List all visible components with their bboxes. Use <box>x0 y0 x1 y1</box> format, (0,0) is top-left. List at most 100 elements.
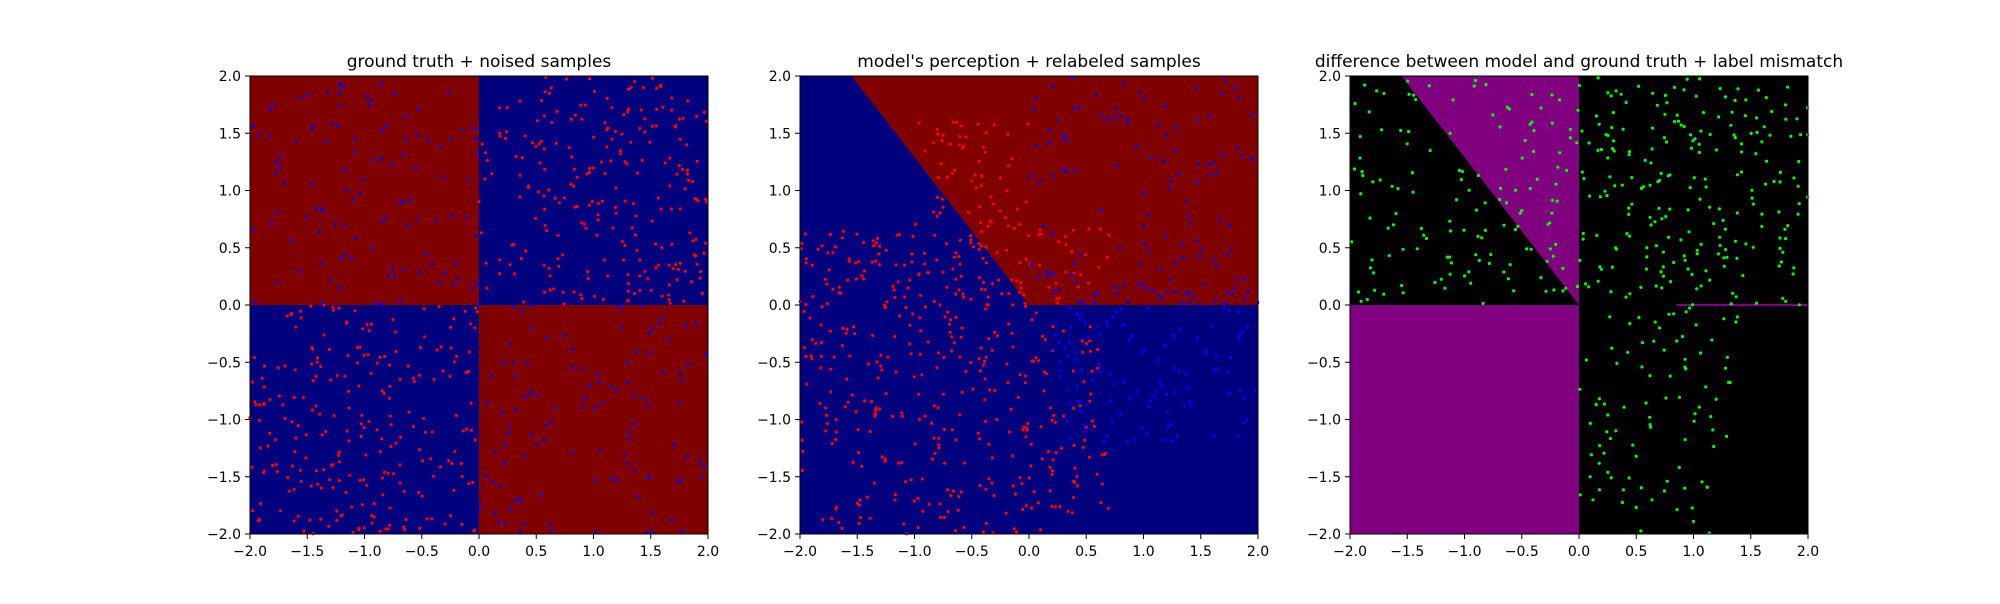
data-point <box>1021 293 1026 297</box>
data-point <box>1733 98 1737 103</box>
data-point <box>534 144 538 148</box>
data-point <box>676 267 680 272</box>
data-point <box>539 99 544 103</box>
data-point <box>623 160 627 164</box>
data-point <box>1173 391 1177 395</box>
data-point <box>1699 351 1703 355</box>
data-point <box>942 515 947 520</box>
data-point <box>800 242 804 246</box>
data-point <box>1116 164 1120 168</box>
data-point <box>1795 117 1799 121</box>
data-point <box>1045 270 1049 274</box>
data-point <box>1236 435 1240 439</box>
x-tick-label: 1.5 <box>640 544 662 560</box>
data-point <box>1739 150 1744 154</box>
data-point <box>978 369 983 373</box>
data-point <box>1514 188 1518 192</box>
data-point <box>917 121 921 125</box>
data-point <box>971 245 976 249</box>
data-point <box>1178 327 1182 331</box>
data-point <box>1672 260 1676 265</box>
data-point <box>639 303 644 307</box>
data-point <box>1612 139 1616 143</box>
data-point <box>954 438 958 442</box>
data-point <box>1359 299 1363 303</box>
data-point <box>675 172 679 176</box>
data-point <box>619 307 624 311</box>
data-point <box>367 329 371 333</box>
data-point <box>654 124 659 128</box>
data-point <box>1159 267 1163 271</box>
data-point <box>518 173 522 177</box>
region-red-4 <box>479 305 708 534</box>
data-point <box>1222 305 1226 309</box>
data-point <box>667 283 671 287</box>
data-point <box>375 361 379 365</box>
data-point <box>473 438 477 442</box>
data-point <box>1604 133 1608 137</box>
data-point <box>871 333 875 337</box>
x-tick-label: 0.0 <box>1568 544 1590 560</box>
data-point <box>258 502 263 506</box>
data-point <box>1663 93 1668 97</box>
data-point <box>1195 180 1200 184</box>
data-point <box>694 237 698 241</box>
data-point <box>1725 434 1729 438</box>
data-point <box>542 194 546 198</box>
data-point <box>811 295 815 299</box>
data-point <box>800 420 804 424</box>
data-point <box>1732 133 1736 137</box>
data-point <box>667 338 671 342</box>
data-point <box>1662 348 1666 352</box>
data-point <box>1356 290 1361 294</box>
data-point <box>650 76 655 80</box>
data-point <box>1778 246 1782 250</box>
data-point <box>863 399 867 403</box>
data-point <box>986 224 990 228</box>
data-point <box>1062 346 1066 350</box>
data-point <box>1443 286 1447 290</box>
data-point <box>299 316 303 320</box>
data-point <box>1072 261 1076 265</box>
data-point <box>916 496 920 500</box>
data-point <box>548 274 552 278</box>
data-point <box>833 245 837 249</box>
data-point <box>984 521 989 525</box>
data-point <box>699 270 703 274</box>
data-point <box>1128 397 1132 401</box>
data-point <box>1165 410 1170 414</box>
data-point <box>1028 174 1032 178</box>
data-point <box>1525 247 1529 251</box>
data-point <box>262 401 266 406</box>
data-point <box>847 257 851 261</box>
data-point <box>1460 169 1464 174</box>
data-point <box>1021 507 1025 511</box>
data-point <box>552 287 556 291</box>
data-point <box>1424 236 1429 241</box>
data-point <box>689 280 694 284</box>
data-point <box>448 374 452 378</box>
data-point <box>1170 439 1174 443</box>
data-point <box>701 464 705 468</box>
data-point <box>545 229 549 233</box>
data-point <box>1792 176 1796 180</box>
data-point <box>805 382 809 386</box>
data-point <box>278 509 282 513</box>
data-point <box>808 316 812 320</box>
chart-panel-2: −2.0−2.0−1.5−1.5−1.0−1.0−0.5−0.50.00.00.… <box>757 52 1269 560</box>
data-point <box>629 140 633 144</box>
data-point <box>1238 332 1242 336</box>
data-point <box>511 305 515 309</box>
data-point <box>1552 288 1556 292</box>
data-point <box>1550 93 1554 97</box>
data-point <box>1371 180 1375 184</box>
data-point <box>700 292 704 296</box>
data-point <box>367 419 371 424</box>
data-point <box>1457 168 1461 172</box>
data-point <box>287 489 291 493</box>
data-point <box>1047 127 1051 132</box>
data-point <box>1484 83 1488 87</box>
data-point <box>290 420 294 424</box>
data-point <box>874 241 879 245</box>
data-point <box>1065 140 1069 144</box>
